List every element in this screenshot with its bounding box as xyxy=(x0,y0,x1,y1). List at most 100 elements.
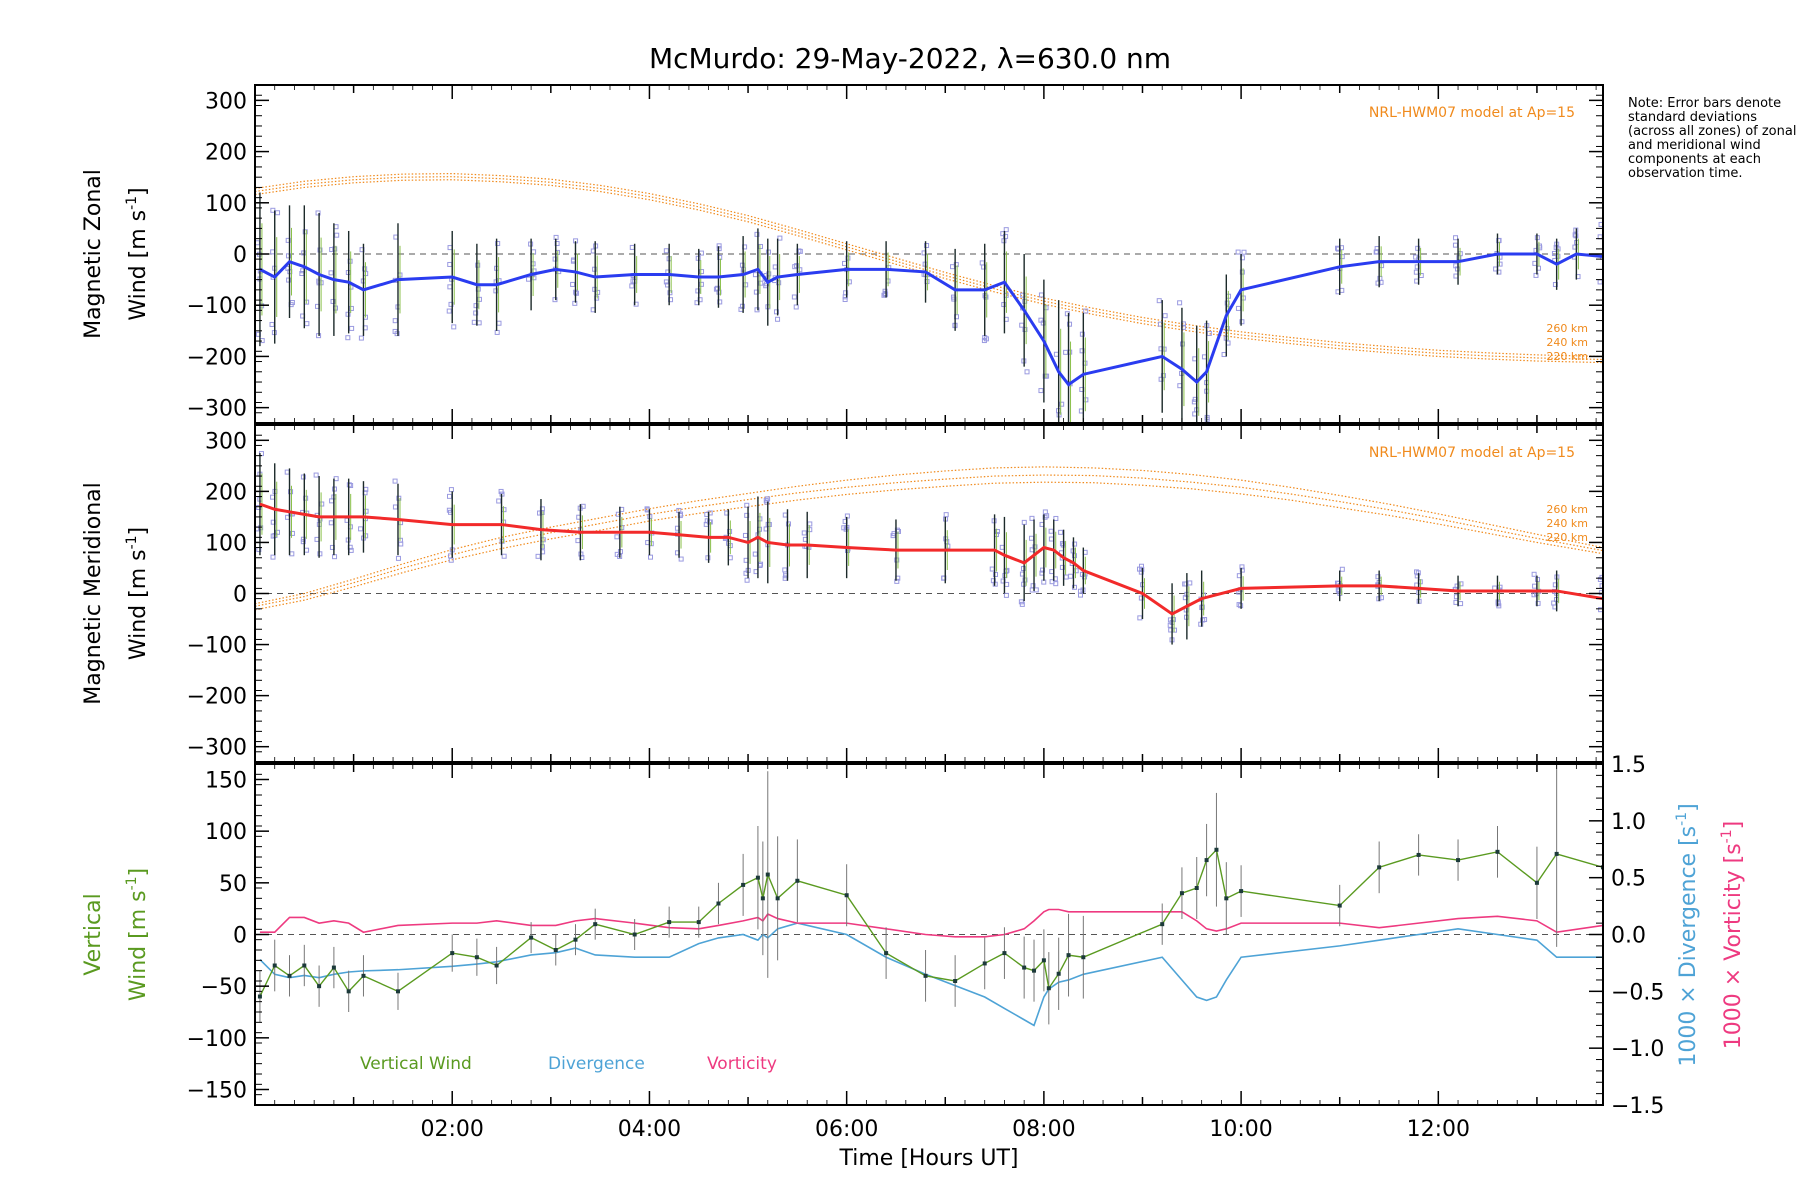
zonal-sample-marker xyxy=(1239,269,1245,275)
y-tick-label: 0 xyxy=(233,583,247,608)
zonal-sample-marker xyxy=(714,285,720,291)
meridional-sample-marker xyxy=(313,472,319,478)
zonal-sample-marker xyxy=(716,246,722,252)
zonal-sample-marker xyxy=(1604,257,1608,261)
zonal-sample-marker xyxy=(393,234,399,240)
meridional-sample-marker xyxy=(1077,588,1083,594)
zonal-sample-marker xyxy=(348,305,354,311)
y-tick-label: −200 xyxy=(187,685,247,710)
y2-tick-label: 1.0 xyxy=(1611,810,1646,835)
zonal-sample-marker xyxy=(983,294,989,300)
model-curve-h240 xyxy=(255,474,1603,607)
zonal-sample-marker xyxy=(1235,305,1241,311)
zonal-sample-marker xyxy=(1177,300,1183,306)
vertical-ylabel-line1: Vertical xyxy=(81,893,106,975)
zonal-sample-marker xyxy=(842,260,848,266)
vertical-wind-point xyxy=(775,896,780,901)
meridional-sample-marker xyxy=(1021,519,1027,525)
meridional-sample-marker xyxy=(614,534,620,540)
zonal-sample-marker xyxy=(752,272,758,278)
zonal-sample-marker xyxy=(526,276,532,282)
vertical-wind-point xyxy=(696,920,701,925)
meridional-sample-marker xyxy=(1453,599,1459,605)
divergence-axis-label: 1000 × Divergence [s-1] xyxy=(1674,803,1701,1066)
meridional-sample-marker xyxy=(258,525,264,531)
y-tick-label: −50 xyxy=(201,975,247,1000)
y-tick-label: 100 xyxy=(205,820,247,845)
meridional-sample-marker xyxy=(1182,581,1188,587)
meridional-sample-marker xyxy=(764,499,770,505)
vertical-wind-point xyxy=(667,920,672,925)
meridional-sample-marker xyxy=(304,547,310,553)
vertical-wind-point xyxy=(1554,851,1559,856)
meridional-sample-marker xyxy=(992,572,998,578)
zonal-sample-marker xyxy=(1083,308,1089,314)
zonal-sample-marker xyxy=(1193,433,1197,437)
vertical-wind-point xyxy=(884,951,889,956)
meridional-sample-marker xyxy=(1137,615,1143,621)
vertical-wind-point xyxy=(474,955,479,960)
meridional-sample-marker xyxy=(1239,564,1245,570)
meridional-sample-marker xyxy=(363,508,369,514)
vertical-wind-point xyxy=(1056,971,1061,976)
meridional-sample-marker xyxy=(274,529,280,535)
zonal-sample-marker xyxy=(446,308,452,314)
vertical-wind-point xyxy=(257,994,262,999)
y2-tick-label: 1.5 xyxy=(1611,753,1646,778)
meridional-sample-marker xyxy=(644,506,650,512)
meridional-sample-marker xyxy=(1531,592,1537,598)
vertical-wind-point xyxy=(361,973,366,978)
zonal-sample-marker xyxy=(1555,253,1561,259)
meridional-sample-marker xyxy=(890,533,896,539)
model-curve-h240 xyxy=(255,176,1603,361)
x-axis-label: Time [Hours UT] xyxy=(839,1146,1019,1171)
zonal-sample-marker xyxy=(1063,349,1069,355)
meridional-sample-marker xyxy=(448,487,454,493)
meridional-sample-marker xyxy=(895,528,901,534)
zonal-sample-marker xyxy=(1235,249,1241,255)
vertical-wind-point xyxy=(1239,889,1244,894)
meridional-sample-marker xyxy=(1048,536,1054,542)
zonal-sample-marker xyxy=(1059,401,1065,407)
model-altitude-label: 220 km xyxy=(1546,350,1588,363)
vertical-wind-point xyxy=(1224,896,1229,901)
meridional-sample-marker xyxy=(1018,599,1024,605)
zonal-sample-marker xyxy=(846,279,852,285)
legend-vertical-wind: Vertical Wind xyxy=(360,1054,472,1074)
zonal-sample-marker xyxy=(1604,239,1608,243)
model-label: NRL-HWM07 model at Ap=15 xyxy=(1369,445,1575,461)
meridional-sample-marker xyxy=(1063,574,1069,580)
vertical-wind-point xyxy=(982,961,987,966)
zonal-sample-marker xyxy=(269,321,275,327)
zonal-sample-marker xyxy=(573,290,579,296)
zonal-sample-marker xyxy=(1019,322,1025,328)
y-tick-label: −300 xyxy=(187,736,247,761)
meridional-sample-marker xyxy=(1378,595,1384,601)
zonal-sample-marker xyxy=(1177,383,1183,389)
vertical-wind-point xyxy=(1002,951,1007,956)
y-tick-label: 100 xyxy=(205,192,247,217)
meridional-sample-marker xyxy=(447,493,453,499)
meridional-sample-marker xyxy=(807,521,813,527)
x-tick-label: 02:00 xyxy=(421,1117,484,1142)
zonal-sample-marker xyxy=(1038,388,1044,394)
meridional-sample-marker xyxy=(727,528,733,534)
meridional-sample-marker xyxy=(1029,515,1035,521)
meridional-ylabel-line1: Magnetic Meridional xyxy=(81,482,106,704)
meridional-sample-marker xyxy=(496,498,502,504)
zonal-sample-marker xyxy=(845,255,851,261)
vertical-wind-point xyxy=(1337,903,1342,908)
zonal-sample-marker xyxy=(475,262,481,268)
zonal-sample-marker xyxy=(629,283,635,289)
zonal-sample-marker xyxy=(1160,373,1166,379)
zonal-sample-marker xyxy=(1024,369,1030,375)
vertical-wind-point xyxy=(317,984,322,989)
meridional-sample-marker xyxy=(448,557,454,563)
zonal-sample-marker xyxy=(698,281,704,287)
meridional-sample-marker xyxy=(744,502,750,508)
zonal-sample-marker xyxy=(754,231,760,237)
zonal-sample-marker xyxy=(1497,261,1503,267)
vertical-wind-point xyxy=(395,989,400,994)
zonal-sample-marker xyxy=(1597,279,1603,285)
